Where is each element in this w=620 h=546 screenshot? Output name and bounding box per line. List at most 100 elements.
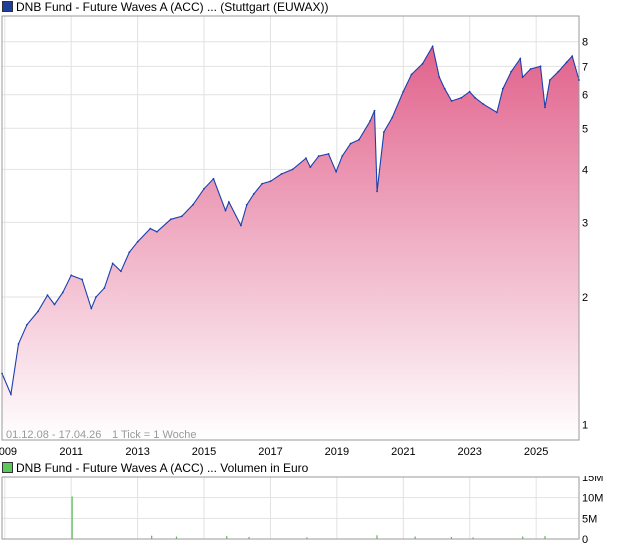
tick-size-label: 1 Tick = 1 Woche [112,429,196,441]
price-point [376,190,378,193]
price-point [349,142,352,145]
price-point [261,182,264,185]
price-point [578,79,580,81]
price-point [450,100,453,102]
price-point [468,90,471,93]
price-point [224,209,227,212]
price-point [269,180,272,183]
price-legend-swatch [2,1,13,12]
price-point [17,343,20,345]
volume-plot-frame [1,476,580,540]
price-x-tick-label: 2011 [59,446,83,458]
volume-y-tick-label: 5M [582,513,597,525]
price-point [443,87,446,90]
price-point [136,240,139,243]
price-point [501,87,504,90]
price-line [1,44,580,397]
price-y-tick-label: 8 [582,37,588,49]
price-chart: 1 2 3 4 5 6 7 8 2009 2011 2013 2015 2017 2019 2021 202… [0,15,588,458]
volume-bar [522,536,524,539]
volume-legend-label: DNB Fund - Future Waves A (ACC) ... Volu… [16,461,309,475]
price-point [495,111,498,114]
price-point [192,203,194,206]
price-point [120,270,122,273]
price-point [280,173,283,175]
price-x-tick-label: 2013 [125,446,149,458]
price-legend-label: DNB Fund - Future Waves A (ACC) ... (Stu… [16,0,329,14]
price-point [128,251,131,254]
price-point [438,76,441,79]
price-point [305,157,307,160]
price-point [335,170,338,173]
price-point [37,310,39,313]
volume-legend: DNB Fund - Future Waves A (ACC) ... Volu… [2,461,308,475]
price-point [529,68,532,70]
price-point [309,166,312,168]
price-point [421,62,424,65]
price-point [111,262,114,265]
price-point [571,55,574,57]
price-point [544,106,546,109]
price-point [26,323,28,326]
price-x-tick-label: 2019 [325,446,349,458]
price-point [149,227,152,230]
price-point [240,224,242,227]
price-point [341,155,344,157]
price-point [95,296,97,298]
price-point [358,138,360,141]
price-point [510,70,513,73]
price-area [2,46,579,441]
price-point [53,303,56,306]
price-point [1,372,3,375]
volume-y-tick-label: 15M [582,476,603,484]
volume-bar [376,535,378,539]
price-x-tick-label: 2015 [192,446,216,458]
price-x-tick-label: 2021 [391,446,415,458]
price-point [156,230,158,233]
price-point [391,116,394,119]
price-point [565,61,568,64]
price-point [549,79,551,81]
price-point [327,153,330,155]
price-point [103,287,106,289]
volume-legend-swatch [2,462,13,473]
price-y-tick-label: 7 [582,61,588,73]
price-point [460,96,463,99]
price-legend: DNB Fund - Future Waves A (ACC) ... (Stu… [2,0,329,14]
range-label: 01.12.08 - 17.04.26 [6,429,101,441]
price-x-tick-label: 2023 [457,446,481,458]
price-y-tick-label: 3 [582,217,588,229]
price-point [169,218,172,221]
price-point [402,90,405,93]
price-point [557,70,560,73]
price-y-tick-label: 1 [582,420,588,432]
price-x-tick-label: 2009 [0,446,17,458]
price-x-tick-label: 2017 [258,446,282,458]
volume-bar [71,496,73,539]
price-point [482,103,485,106]
price-y-tick-label: 2 [582,292,588,304]
price-point [61,291,64,294]
price-point [382,131,385,133]
price-point [212,177,215,180]
price-point [46,294,49,297]
price-point [410,73,413,76]
volume-bar [248,536,250,539]
price-point [81,278,84,281]
price-point [317,155,320,157]
price-y-tick-label: 5 [582,123,588,135]
price-x-tick-label: 2025 [524,446,548,458]
volume-bar [306,537,308,539]
volume-bar [175,536,178,539]
price-point [10,393,12,396]
price-point [369,120,371,122]
price-point [521,76,524,79]
price-point [227,201,230,203]
volume-bar [414,536,416,539]
price-point [90,307,93,310]
volume-bar [226,536,228,539]
price-point [291,168,294,171]
volume-bar [472,537,474,539]
price-point [203,187,205,190]
volume-bar [544,536,546,539]
